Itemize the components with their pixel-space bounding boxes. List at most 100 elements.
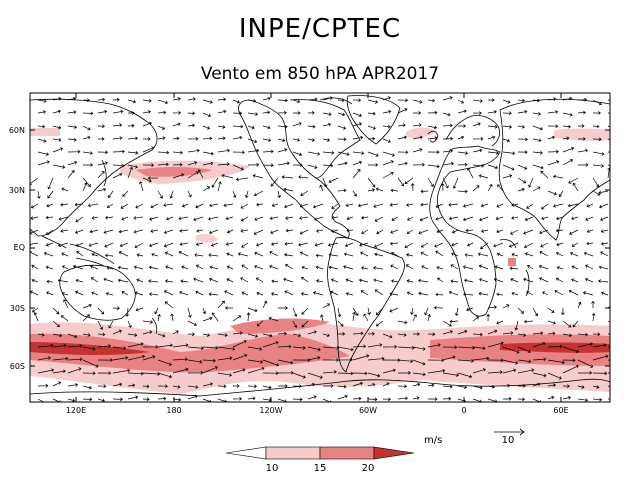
wind-vector <box>57 242 69 248</box>
wind-vector <box>479 216 489 222</box>
wind-vector <box>299 203 309 208</box>
wind-vector <box>404 242 414 249</box>
wind-vector <box>375 320 384 327</box>
wind-vector <box>442 136 454 141</box>
wind-vector <box>577 137 586 141</box>
wind-vector <box>232 315 242 322</box>
wind-vector <box>337 332 346 336</box>
wind-vector <box>247 366 265 374</box>
map-title: INPE/CPTEC <box>238 14 402 44</box>
wind-vector <box>103 229 114 234</box>
wind-vector <box>97 170 105 179</box>
wind-vector <box>52 356 69 361</box>
wind-vector <box>397 108 408 114</box>
wind-vector <box>382 160 394 166</box>
wind-vector <box>322 333 330 338</box>
wind-vector <box>247 333 259 338</box>
wind-vector <box>322 398 332 402</box>
wind-vector <box>97 161 108 166</box>
wind-vector <box>142 397 150 402</box>
wind-vector <box>255 277 264 283</box>
wind-vector <box>577 342 593 348</box>
wind-vector <box>91 252 99 257</box>
wind-vector <box>467 167 474 179</box>
legend-level-20: 20 <box>362 463 375 474</box>
wind-vector <box>142 345 159 349</box>
wind-vector <box>555 277 564 283</box>
wind-vector <box>591 312 596 322</box>
wind-vector <box>52 381 62 387</box>
wind-vector <box>82 111 94 116</box>
wind-vector <box>127 166 134 179</box>
wind-vector <box>397 161 408 166</box>
wind-vector <box>284 241 294 246</box>
wind-vector <box>187 332 195 337</box>
wind-vector <box>542 291 549 296</box>
wind-vector <box>517 368 535 374</box>
wind-vector <box>88 242 99 247</box>
wind-vector <box>301 307 309 315</box>
wind-vector <box>442 96 453 101</box>
shade-north-atlantic <box>406 127 436 139</box>
wind-vector <box>418 229 429 235</box>
wind-vector <box>375 187 384 192</box>
wind-vector <box>31 264 39 270</box>
wind-vector <box>584 277 594 283</box>
wind-vector <box>254 251 264 257</box>
wind-vector <box>127 383 136 388</box>
wind-vector <box>397 150 409 154</box>
wind-vector <box>562 384 570 388</box>
wind-vector <box>373 266 384 270</box>
wind-vector <box>352 381 363 387</box>
wind-vector <box>442 161 454 166</box>
wind-vector <box>502 346 520 354</box>
wind-vector <box>405 264 414 270</box>
wind-vector <box>330 290 339 296</box>
wind-vector <box>412 346 426 351</box>
wind-vector <box>284 203 294 209</box>
wind-vector <box>382 333 393 339</box>
wind-vector <box>112 306 120 311</box>
wind-vector <box>517 177 527 184</box>
wind-vector <box>247 307 258 313</box>
wind-speed-shading <box>30 127 610 394</box>
wind-vector <box>211 177 219 188</box>
wind-vector <box>497 184 504 192</box>
wind-vector <box>217 109 227 114</box>
wind-vector <box>67 96 77 101</box>
wind-vector <box>367 177 376 188</box>
wind-vector <box>30 290 39 296</box>
wind-vector <box>82 98 90 103</box>
wind-vector <box>262 300 268 309</box>
wind-vector <box>442 112 451 117</box>
wind-vector <box>376 229 384 235</box>
wind-vector <box>352 168 361 179</box>
wind-vector <box>307 346 321 352</box>
wind-vector <box>464 253 474 257</box>
wind-vector <box>457 135 465 140</box>
legend-swatch-below-10 <box>225 446 267 460</box>
wind-vector <box>240 216 249 222</box>
wind-vector <box>517 397 525 402</box>
wind-vector <box>307 330 317 335</box>
lon-label-120w: 120W <box>259 406 282 415</box>
wind-vector <box>532 382 541 387</box>
wind-vector <box>247 138 258 144</box>
wind-vector <box>127 136 139 141</box>
wind-vector <box>262 149 274 154</box>
wind-vector <box>157 313 161 322</box>
wind-vector <box>112 136 123 140</box>
wind-vector <box>480 242 489 250</box>
wind-vector <box>502 125 513 129</box>
wind-vector <box>406 291 414 296</box>
wind-vector <box>30 216 39 220</box>
wind-vector <box>52 333 63 338</box>
wind-vector <box>367 307 371 315</box>
jet-band-pacific-30s <box>230 318 330 334</box>
wind-vector <box>331 203 339 209</box>
wind-vector <box>582 291 594 296</box>
wind-vector <box>164 251 174 257</box>
wind-vector <box>427 358 445 362</box>
wind-vector <box>37 160 50 166</box>
